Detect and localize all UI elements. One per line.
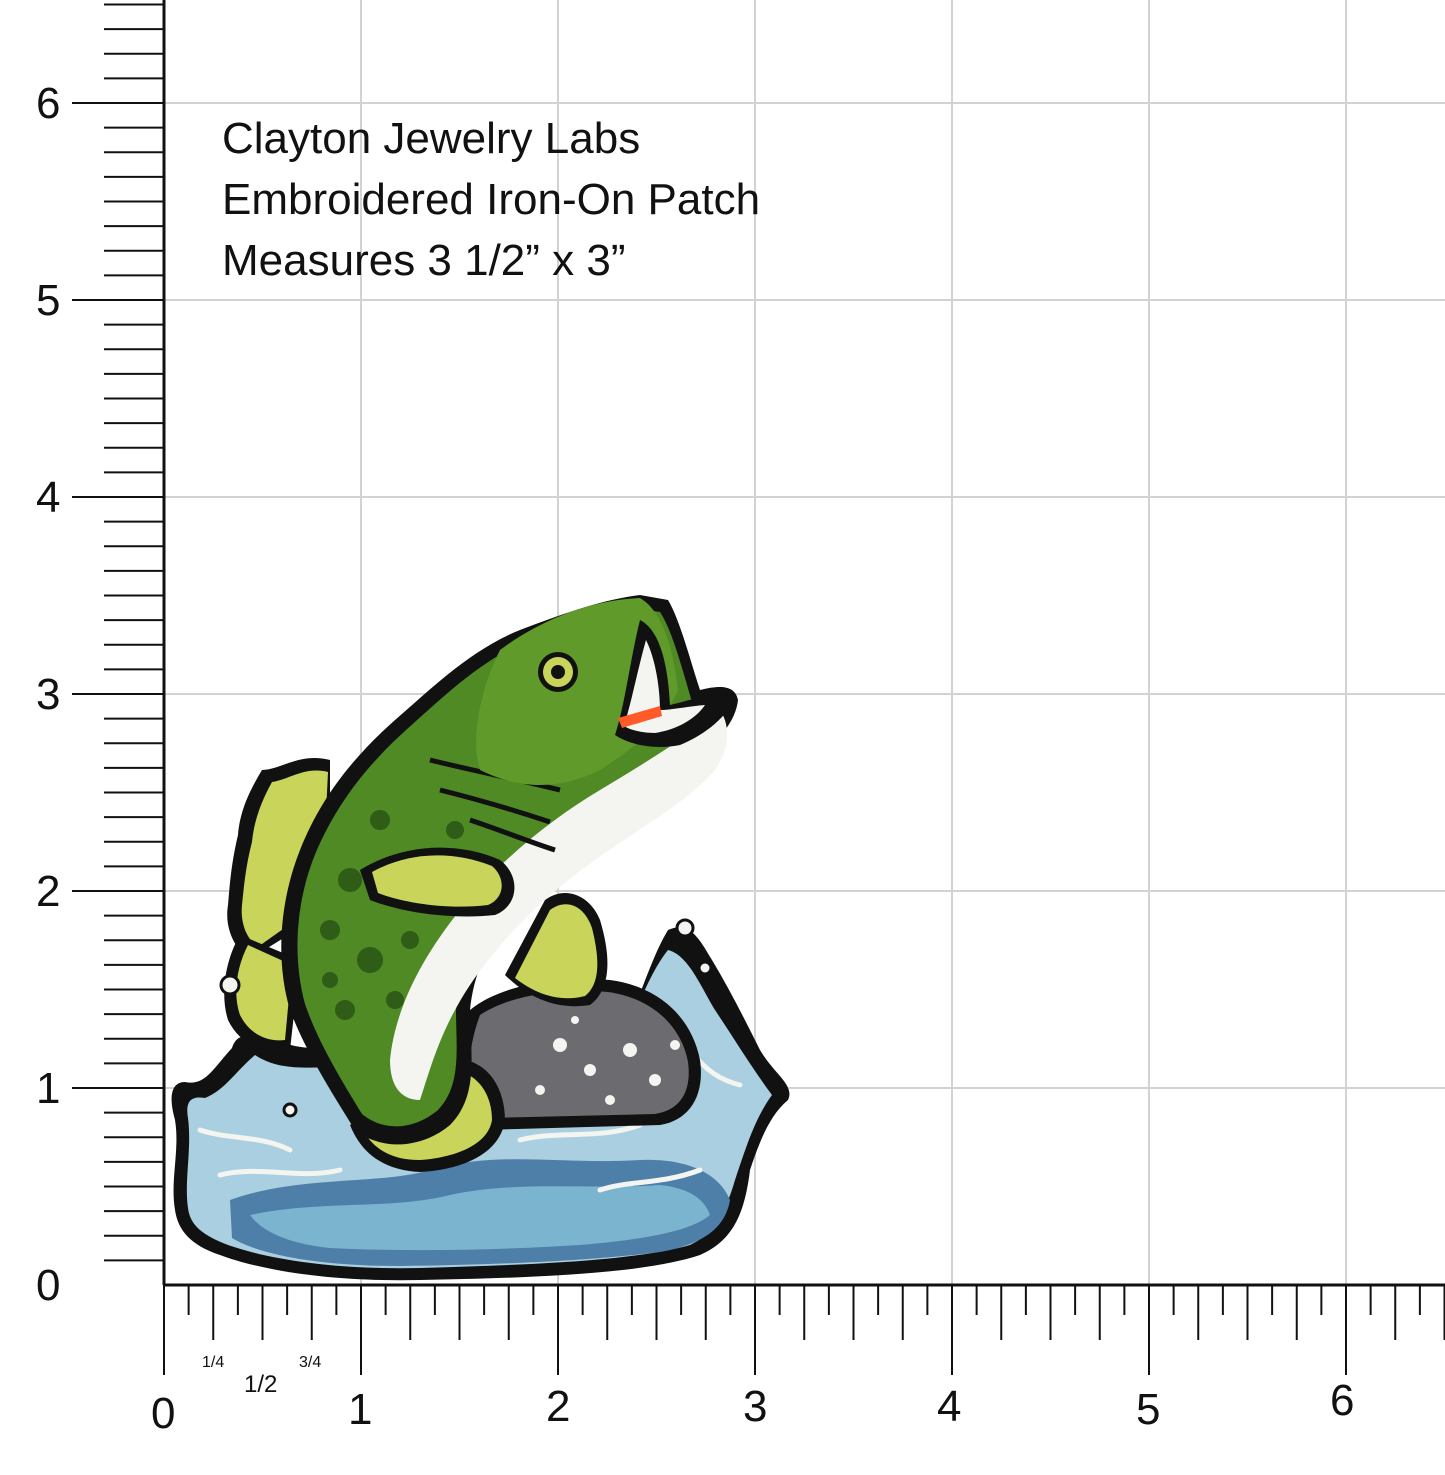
caption-brand: Clayton Jewelry Labs [222, 114, 641, 163]
x-label-0: 0 [151, 1389, 176, 1438]
x-fraction-three-quarter: 3/4 [299, 1354, 322, 1371]
belly [390, 710, 728, 1100]
caption-size: Measures 3 1/2” x 3” [222, 236, 626, 285]
mouth-inner [624, 640, 705, 733]
x-fraction-half: 1/2 [244, 1371, 278, 1398]
anal-fin-fill [515, 904, 598, 999]
y-label-4: 4 [36, 473, 61, 522]
horizontal-ruler-ticks [163, 1285, 1445, 1375]
rock-fill [469, 990, 689, 1118]
eye-pupil [551, 665, 565, 679]
x-label-1: 1 [348, 1385, 373, 1434]
y-label-1: 1 [36, 1064, 61, 1113]
vertical-ruler-ticks [72, 3, 164, 1262]
lure [618, 706, 662, 728]
x-label-3: 3 [743, 1382, 768, 1431]
left-pelvic-fin-fill [236, 945, 292, 1041]
splash-droplets [219, 918, 713, 1118]
pectoral-fin-fill [372, 855, 502, 907]
y-label-2: 2 [36, 867, 61, 916]
y-label-5: 5 [36, 276, 61, 325]
bass-patch [171, 595, 790, 1281]
x-label-5: 5 [1136, 1385, 1161, 1434]
x-label-4: 4 [937, 1382, 962, 1431]
y-label-0: 0 [36, 1261, 61, 1310]
y-label-6: 6 [36, 79, 61, 128]
x-label-2: 2 [546, 1382, 571, 1431]
y-label-3: 3 [36, 670, 61, 719]
water-mid [250, 1185, 710, 1251]
x-fraction-quarter: 1/4 [202, 1354, 225, 1371]
rock-bubbles [535, 1016, 680, 1105]
caption-product: Embroidered Iron-On Patch [222, 175, 761, 224]
x-label-6: 6 [1330, 1376, 1355, 1425]
